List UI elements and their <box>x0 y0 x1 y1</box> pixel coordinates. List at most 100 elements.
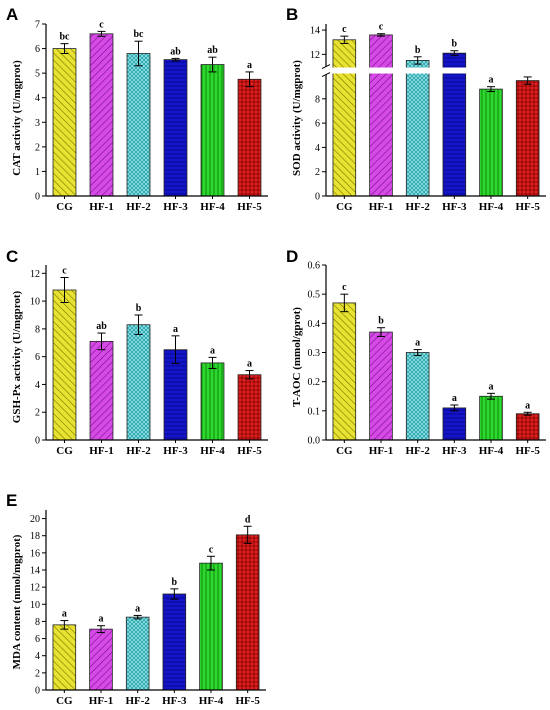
panel-b-errorbar-hf-1 <box>377 33 385 37</box>
panel-e-ytick: 14 <box>30 566 40 577</box>
panel-a-sig-label-cg: bc <box>60 32 71 43</box>
panel-b-axis-break <box>322 67 548 74</box>
panel-a-xtick-hf-3: HF-3 <box>163 201 188 213</box>
panel-d-bar-hf-4 <box>479 395 503 441</box>
panel-d-sig-label-hf-2: a <box>415 338 420 349</box>
panel-e-sig-label-hf-4: c <box>209 544 214 555</box>
panel-a-errorbar-cg <box>60 43 69 54</box>
panel-c-errorbar-hf-5 <box>245 370 254 380</box>
panel-a-plot: bc CG c HF-1 bc HF-2 ab HF-3 ab HF-4 a HF-5 0 1 2 3 4 5 6 7 <box>35 19 268 213</box>
panel-a-sig-label-hf-3: ab <box>170 46 181 57</box>
panel-e-bar-hf-5 <box>235 534 260 691</box>
panel-b-sig-label-hf-3: b <box>452 39 458 50</box>
panel-d-errorbar-hf-1 <box>377 327 385 337</box>
panel-c-bar-cg <box>52 289 77 441</box>
panel-a-xtick-cg: CG <box>56 201 73 213</box>
panel-d-errorbar-hf-4 <box>487 392 495 400</box>
panel-e-ytick: 2 <box>35 668 40 679</box>
panel-d-xtick-hf-2: HF-2 <box>405 445 430 457</box>
panel-e-ytick: 10 <box>30 600 40 611</box>
panel-c-ytick: 12 <box>30 269 40 280</box>
panel-d-sig-label-cg: c <box>342 282 347 293</box>
panel-a-sig-label-hf-1: c <box>99 19 104 30</box>
panel-label-e: E <box>6 491 17 510</box>
panel-d-errorbar-hf-3 <box>450 404 459 412</box>
panel-c-xtick-hf-5: HF-5 <box>237 445 262 457</box>
panel-label-c: C <box>6 247 18 266</box>
panel-b-errorbar-hf-2 <box>413 56 422 65</box>
panel-a-sig-label-hf-4: ab <box>207 45 218 56</box>
panel-e-ytick: 16 <box>30 548 40 559</box>
panel-b-ylabel: SOD activity (U/mgprot) <box>291 60 303 176</box>
panel-d-ytick: 0.2 <box>308 377 321 388</box>
panel-d-sig-label-hf-3: a <box>452 393 457 404</box>
panel-d-plot: c CG b HF-1 a HF-2 a HF-3 a HF-4 a HF-5 0.0 0.1 0.2 0.3… <box>308 261 546 457</box>
panel-a-errorbar-hf-3 <box>171 57 180 62</box>
panel-e-sig-label-hf-2: a <box>135 603 140 614</box>
panel-a-ytick: 0 <box>35 192 40 203</box>
panel-c-ytick: 0 <box>35 436 40 447</box>
panel-e-xtick-hf-5: HF-5 <box>235 695 260 707</box>
panel-d-ylabel: T-AOC (mmol/gprot) <box>291 307 303 407</box>
panel-e-xtick-hf-1: HF-1 <box>89 695 113 707</box>
panel-d-xtick-hf-4: HF-4 <box>479 445 504 457</box>
panel-label-d: D <box>286 247 298 266</box>
panel-d-bar-hf-5 <box>515 413 540 441</box>
panel-e-sig-label-cg: a <box>62 609 67 620</box>
panel-e-ytick: 6 <box>35 634 40 645</box>
panel-e-ytick: 8 <box>35 617 40 628</box>
panel-e-errorbar-hf-4 <box>207 555 215 571</box>
panel-d-errorbar-cg <box>340 293 349 313</box>
panel-d-sig-label-hf-4: a <box>489 381 494 392</box>
panel-a-errorbar-hf-1 <box>97 30 106 37</box>
panel-b-ytick: 2 <box>315 167 320 178</box>
panel-b-bar-cg <box>332 39 357 197</box>
panel-a-bar-hf-1 <box>89 33 114 197</box>
panel-c-xtick-hf-4: HF-4 <box>200 445 225 457</box>
panel-b-xtick-hf-1: HF-1 <box>369 201 393 213</box>
panel-b-bar-hf-5 <box>515 80 540 197</box>
panel-b-sig-label-hf-1: c <box>379 22 384 33</box>
panel-b-ytick: 4 <box>315 143 320 154</box>
panel-d-xtick-cg: CG <box>336 445 353 457</box>
panel-b-errorbar-hf-3 <box>450 50 459 57</box>
panel-a-ytick: 2 <box>35 142 40 153</box>
panel-a-errorbar-hf-5 <box>245 71 254 88</box>
panel-c-ytick: 6 <box>35 352 40 363</box>
panel-b-ytick: 12 <box>310 50 320 61</box>
panel-a-ytick: 6 <box>35 44 40 55</box>
panel-e-plot: a CG a HF-1 a HF-2 b HF-3 c HF-4 d HF-5 0 2 4 6 8 10 12 14 1… <box>30 510 266 707</box>
panel-d-xtick-hf-1: HF-1 <box>369 445 393 457</box>
panel-label-b: B <box>286 5 298 24</box>
panel-c-errorbar-hf-4 <box>208 356 217 369</box>
panel-e-errorbar-cg <box>60 620 69 630</box>
panel-c-errorbar-hf-1 <box>97 332 106 351</box>
panel-e-xtick-hf-3: HF-3 <box>162 695 187 707</box>
panel-d-errorbar-hf-5 <box>523 411 532 416</box>
panel-e-ytick: 20 <box>30 514 40 525</box>
panel-b-errorbar-cg <box>340 35 349 44</box>
panel-e-bar-hf-1 <box>89 628 113 691</box>
panel-d-xtick-hf-3: HF-3 <box>442 445 467 457</box>
panel-d-bar-hf-3 <box>442 407 467 441</box>
panel-e-sig-label-hf-1: a <box>99 614 104 625</box>
panel-b-ytick: 0 <box>315 192 320 203</box>
panel-d-ytick: 0.0 <box>308 436 321 447</box>
panel-e-ytick: 4 <box>35 651 40 662</box>
panel-c-ytick: 10 <box>30 297 40 308</box>
panel-e-xtick-cg: CG <box>56 695 73 707</box>
panel-b-sig-label-cg: c <box>342 24 347 35</box>
panel-c-sig-label-hf-3: a <box>173 324 178 335</box>
panel-d-xtick-hf-5: HF-5 <box>515 445 540 457</box>
panel-c-sig-label-hf-5: a <box>247 359 252 370</box>
panel-b-ytick: 6 <box>315 119 320 130</box>
panel-e-xtick-hf-4: HF-4 <box>199 695 224 707</box>
panel-c-errorbar-hf-3 <box>171 335 180 365</box>
panel-e-errorbar-hf-3 <box>170 588 179 600</box>
panel-a-errorbar-hf-2 <box>134 40 143 67</box>
panel-e-ytick: 12 <box>30 583 40 594</box>
panel-b-xtick-hf-2: HF-2 <box>405 201 430 213</box>
panel-c-bar-hf-2 <box>126 324 151 441</box>
